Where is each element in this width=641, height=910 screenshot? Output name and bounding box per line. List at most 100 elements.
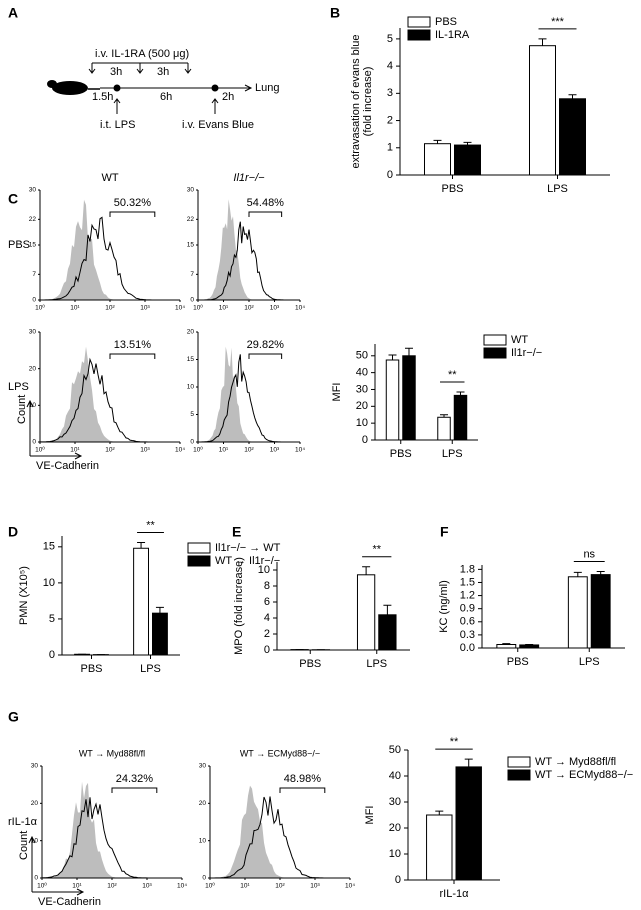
x-tick-label: 10³ bbox=[140, 447, 150, 454]
histogram-title: WT → ECMyd88−/− bbox=[240, 748, 320, 758]
gate bbox=[279, 787, 326, 793]
x-tick-label: PBS bbox=[390, 448, 412, 460]
y-tick-label: 30 bbox=[187, 187, 195, 194]
control-histogram bbox=[198, 346, 300, 442]
x-tick-label: 10² bbox=[107, 883, 117, 890]
x-tick-label: 10¹ bbox=[219, 447, 229, 454]
y-tick-label: 22 bbox=[187, 216, 195, 223]
interval-label: 3h bbox=[157, 66, 169, 78]
error-bar bbox=[137, 541, 146, 549]
control-histogram bbox=[210, 785, 350, 878]
axes bbox=[407, 750, 500, 881]
timeline-lines bbox=[88, 62, 253, 114]
sample-histogram bbox=[40, 216, 180, 301]
error-bar bbox=[383, 604, 392, 615]
x-tick-label: 10² bbox=[275, 883, 285, 890]
y-tick-label: 15 bbox=[187, 356, 195, 363]
legend-swatch bbox=[507, 769, 531, 781]
x-tick-label: PBS bbox=[441, 183, 463, 195]
error-bar bbox=[362, 566, 371, 575]
bar bbox=[454, 144, 481, 176]
row-label: PBS bbox=[8, 239, 30, 251]
y-tick-label: 10 bbox=[356, 417, 368, 429]
sample-histogram bbox=[198, 221, 300, 301]
axis-arrow bbox=[26, 399, 83, 460]
error-bar bbox=[596, 571, 605, 575]
y-tick-label: 0 bbox=[49, 649, 55, 661]
treatment-label: i.v. IL-1RA (500 μg) bbox=[95, 48, 189, 60]
interval-label: 1.5h bbox=[92, 91, 113, 103]
endpoint-label: Lung bbox=[255, 82, 279, 94]
y-tick-label: 20 bbox=[199, 800, 207, 807]
x-tick-label: 10⁴ bbox=[345, 883, 355, 890]
sample-histogram bbox=[40, 357, 180, 443]
x-tick-label: PBS bbox=[299, 658, 321, 670]
y-tick-label: 10 bbox=[258, 564, 270, 576]
x-tick-label: 10¹ bbox=[72, 883, 82, 890]
y-tick-label: 0 bbox=[34, 875, 38, 882]
x-tick-label: 10³ bbox=[140, 305, 150, 312]
y-tick-label: 30 bbox=[356, 383, 368, 395]
gate bbox=[248, 353, 283, 359]
event-label: i.t. LPS bbox=[100, 119, 135, 131]
control-histogram bbox=[42, 781, 182, 878]
x-tick-label: 10⁴ bbox=[177, 883, 187, 890]
y-tick-label: 0 bbox=[202, 875, 206, 882]
y-axis-label: MFI bbox=[364, 806, 376, 825]
y-tick-label: 0 bbox=[32, 439, 36, 446]
y-tick-label: 20 bbox=[29, 365, 37, 372]
legend-swatch bbox=[483, 347, 507, 359]
y-tick-label: 30 bbox=[29, 187, 37, 194]
axes bbox=[39, 332, 180, 443]
gate-label: 29.82% bbox=[247, 339, 285, 351]
legend-label: PBS bbox=[435, 16, 457, 28]
y-tick-label: 0 bbox=[190, 439, 194, 446]
bar bbox=[378, 614, 397, 651]
y-tick-label: 0.0 bbox=[460, 642, 475, 654]
x-tick-label: PBS bbox=[80, 663, 102, 675]
y-tick-label: 30 bbox=[29, 329, 37, 336]
y-tick-label: 15 bbox=[29, 242, 37, 249]
x-tick-label: 10⁴ bbox=[295, 305, 305, 312]
x-tick-label: 10⁰ bbox=[193, 446, 203, 454]
significance-label: ** bbox=[450, 736, 459, 748]
bar bbox=[402, 355, 416, 441]
row-label: rIL-1α bbox=[8, 816, 38, 828]
legend-swatch bbox=[407, 16, 431, 28]
gate-label: 13.51% bbox=[114, 339, 152, 351]
x-axis-label: VE-Cadherin bbox=[36, 460, 99, 472]
bar bbox=[437, 416, 451, 441]
x-tick-label: LPS bbox=[442, 448, 463, 460]
y-tick-label: 7 bbox=[190, 271, 194, 278]
bar bbox=[133, 547, 149, 656]
y-tick-label: 30 bbox=[31, 763, 39, 770]
x-tick-label: LPS bbox=[579, 656, 600, 668]
y-tick-label: 3 bbox=[387, 87, 393, 99]
y-tick-label: 10 bbox=[389, 848, 401, 860]
error-bar bbox=[433, 139, 442, 144]
x-tick-label: 10¹ bbox=[219, 305, 229, 312]
y-tick-label: 0 bbox=[395, 874, 401, 886]
control-histogram bbox=[40, 199, 180, 300]
control-histogram bbox=[198, 199, 300, 300]
x-tick-label: 10³ bbox=[142, 883, 152, 890]
x-tick-label: 10² bbox=[244, 447, 254, 454]
legend-label: WT → Myd88fl/fl bbox=[535, 756, 616, 768]
legend-swatch bbox=[187, 555, 211, 567]
y-tick-label: 40 bbox=[389, 770, 401, 782]
x-tick-label: LPS bbox=[366, 658, 387, 670]
error-bar bbox=[568, 94, 577, 99]
error-bar bbox=[502, 643, 511, 645]
y-tick-label: 0.3 bbox=[460, 629, 475, 641]
event-dot bbox=[113, 84, 121, 92]
bar bbox=[567, 576, 588, 649]
sample-histogram bbox=[198, 354, 300, 443]
x-tick-label: 10³ bbox=[270, 305, 280, 312]
significance-label: ns bbox=[583, 548, 595, 560]
y-axis-label: extravasation of evans blue bbox=[350, 35, 362, 169]
error-bar bbox=[440, 414, 449, 418]
x-tick-label: 10² bbox=[105, 447, 115, 454]
x-axis-label: VE-Cadherin bbox=[38, 896, 101, 908]
axis-arrow bbox=[28, 835, 85, 896]
y-tick-label: 22 bbox=[29, 216, 37, 223]
